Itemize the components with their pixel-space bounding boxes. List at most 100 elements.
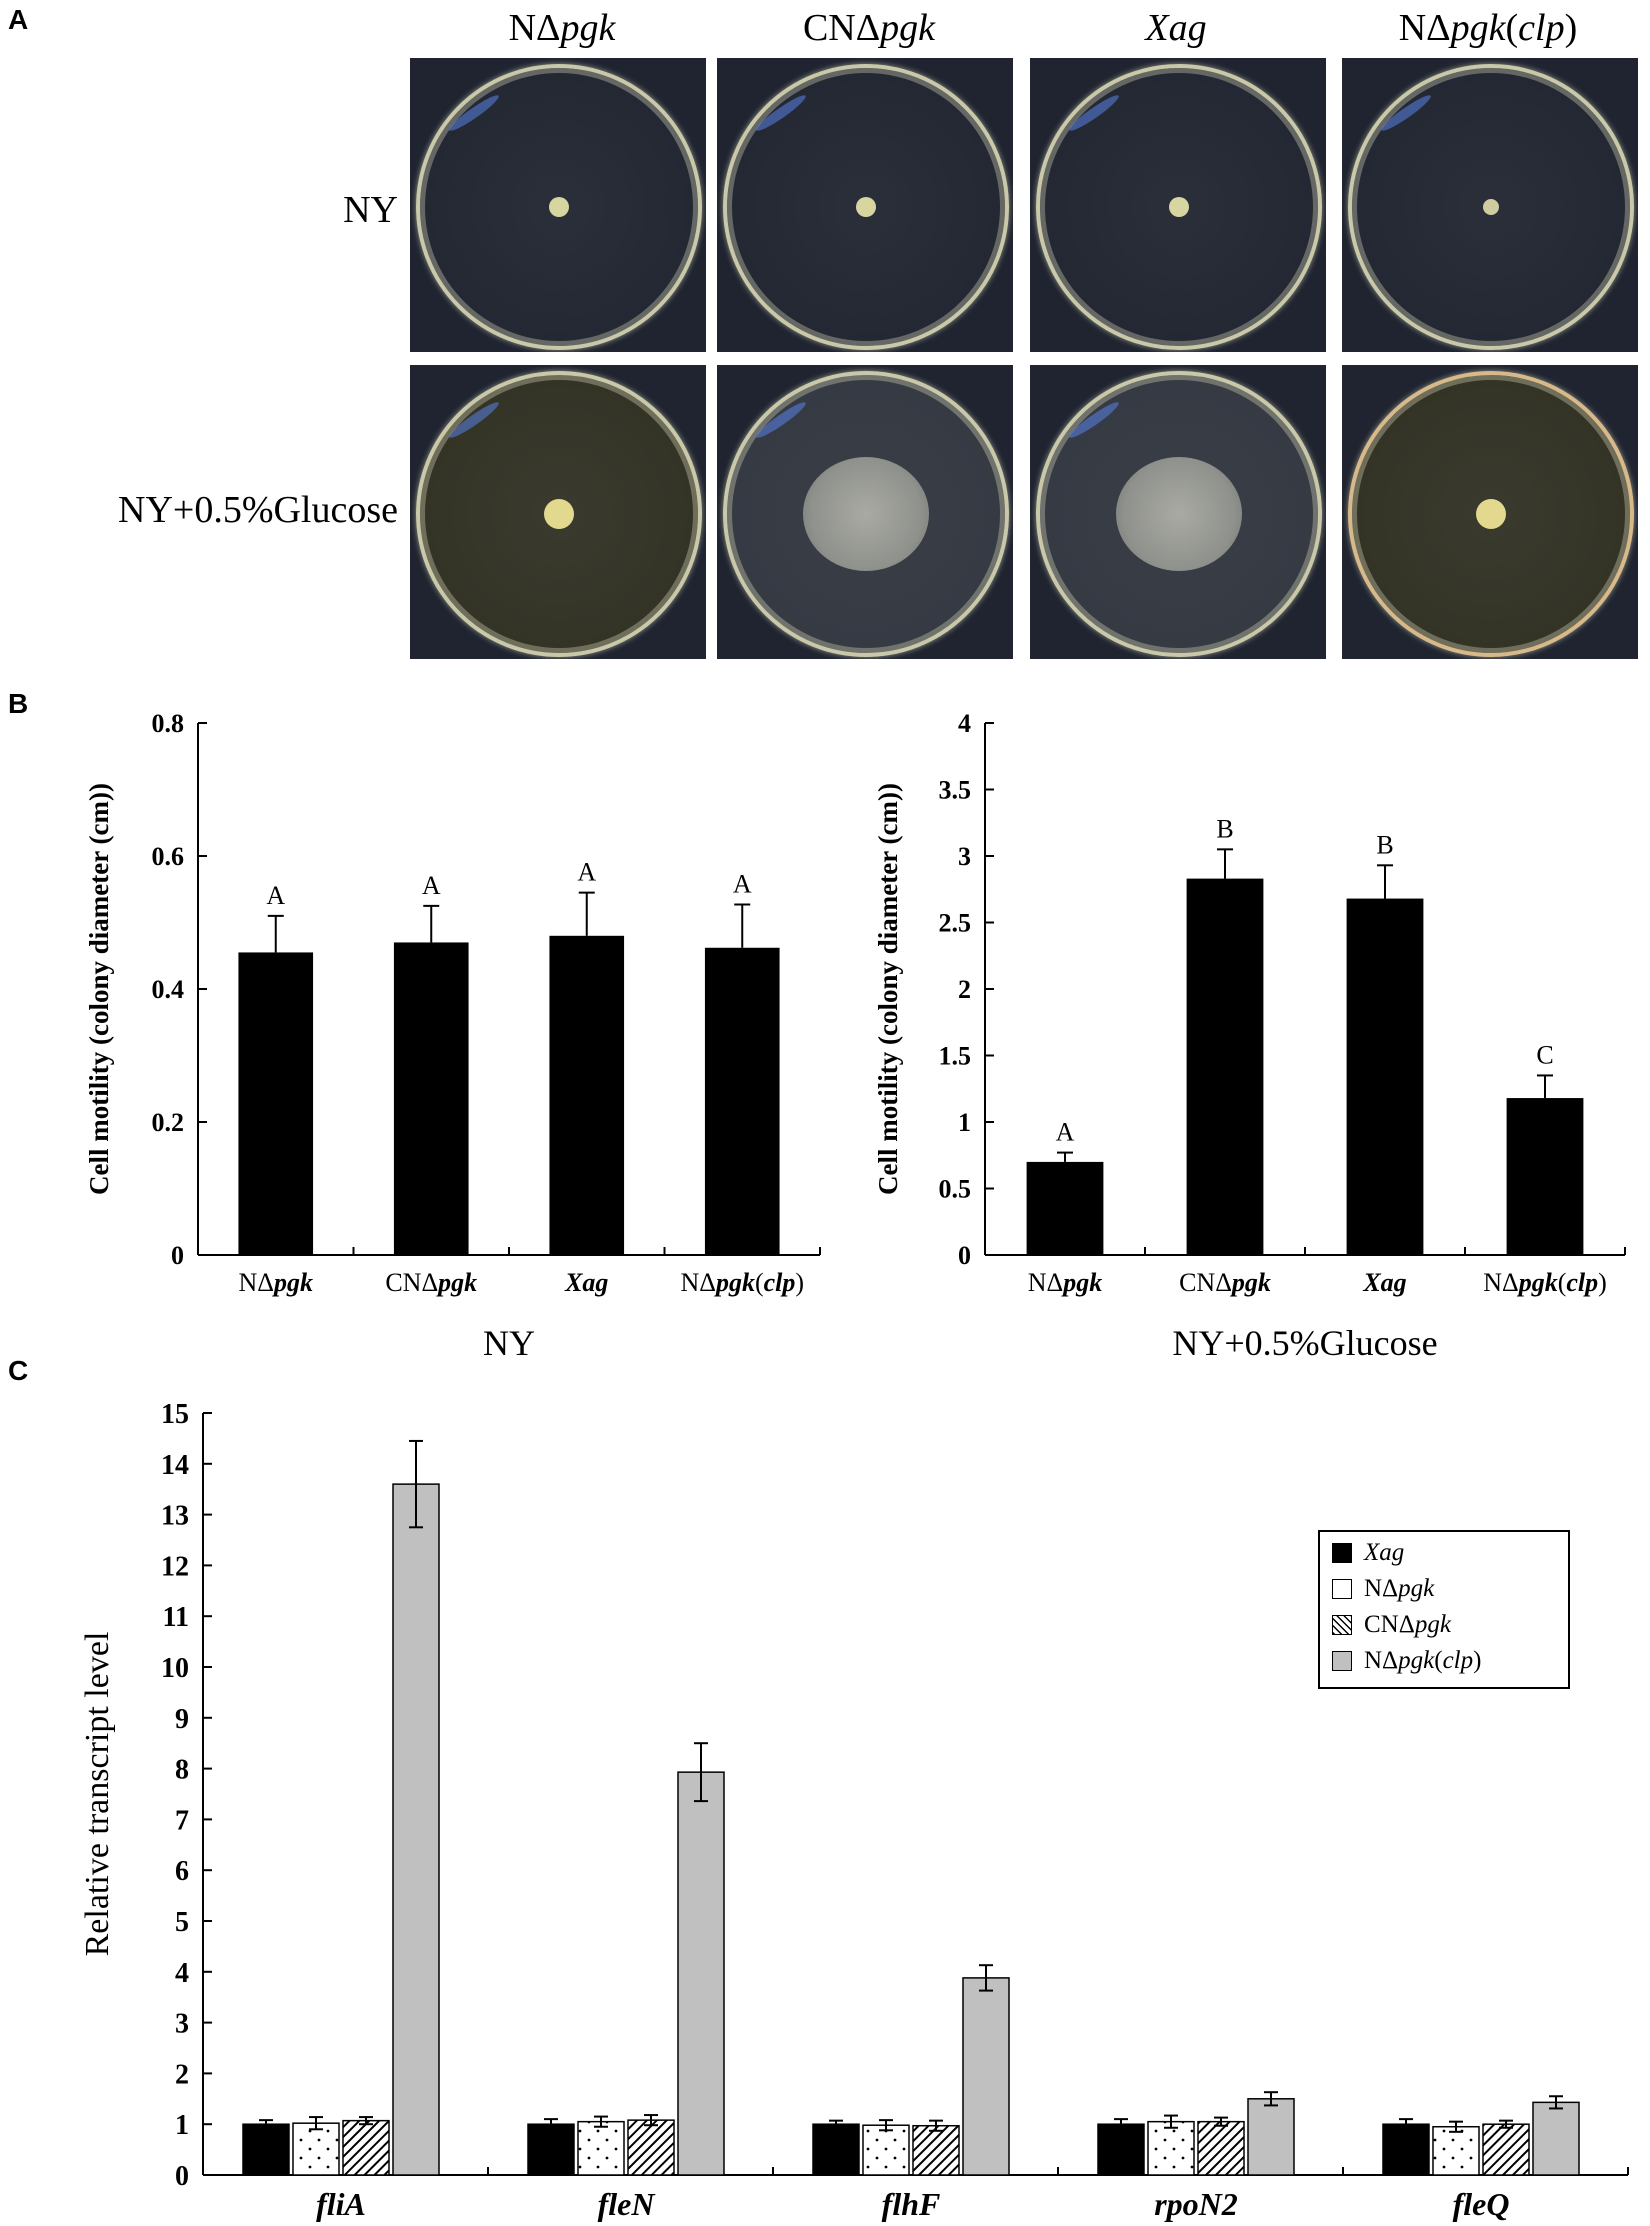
legend-item-xag: Xag: [1332, 1538, 1404, 1568]
bar: [1186, 878, 1264, 1255]
colony: [1116, 457, 1242, 571]
significance-letter: C: [1536, 1040, 1553, 1069]
bar: [1532, 2101, 1580, 2176]
legend-swatch: [1332, 1543, 1352, 1563]
y-tick-label: 0: [958, 1241, 971, 1270]
legend-item-npgk: NΔ pgk: [1332, 1574, 1434, 1604]
row-label-ny: NY: [343, 189, 398, 231]
x-tick-label: rpoN2: [1154, 2186, 1238, 2222]
y-tick-label: 2.5: [939, 909, 972, 938]
colony: [549, 197, 569, 217]
legend-swatch: [1332, 1615, 1352, 1635]
y-tick-label: 8: [175, 1755, 189, 1786]
significance-letter: B: [1216, 814, 1233, 843]
y-tick-label: 3: [958, 842, 971, 871]
plate-glucose-cnpgk: [717, 365, 1013, 659]
column-header-xag: Xag: [1145, 7, 1207, 49]
y-axis-label: Relative transcript level: [79, 1632, 116, 1957]
y-tick-label: 4: [958, 709, 971, 738]
bar: [393, 942, 469, 1255]
x-tick-label: fleQ: [1453, 2186, 1510, 2222]
significance-letter: A: [1056, 1118, 1075, 1147]
y-tick-label: 14: [161, 1450, 189, 1481]
y-tick-label: 3.5: [939, 776, 972, 805]
x-tick-label: CNΔpgk: [385, 1268, 477, 1297]
x-tick-label: fliA: [316, 2186, 366, 2222]
y-tick-label: 1: [958, 1108, 971, 1137]
plate-ny-cnpgk: [717, 58, 1013, 352]
y-tick-label: 0.6: [152, 842, 185, 871]
panel-c-letter: C: [8, 1355, 29, 1386]
legend-item-npgk-clp: NΔ pgk(clp): [1332, 1646, 1481, 1676]
bar: [912, 2124, 960, 2176]
bar: [577, 2120, 625, 2176]
x-axis-title: NY+0.5%Glucose: [1172, 1323, 1437, 1363]
panel-a-letter: A: [8, 4, 29, 35]
bar: [862, 2124, 910, 2176]
plate-glucose-xag: [1030, 365, 1326, 659]
y-tick-label: 4: [175, 1958, 189, 1989]
chart-legend: Xag NΔ pgk CNΔ pgk NΔ pgk(clp): [1318, 1530, 1570, 1689]
y-axis-label: Cell motility (colony diameter (cm)): [84, 783, 114, 1195]
colony: [544, 499, 574, 529]
y-tick-label: 15: [161, 1399, 189, 1430]
significance-letter: B: [1376, 830, 1393, 859]
y-tick-label: 7: [175, 1805, 189, 1836]
plate-ny-npgk: [410, 58, 706, 352]
column-header-npgk: NΔpgk: [508, 7, 616, 49]
x-tick-label: Xag: [1362, 1268, 1406, 1297]
bar: [549, 935, 625, 1255]
significance-letter: A: [733, 870, 752, 899]
y-tick-label: 2: [958, 975, 971, 1004]
bar: [1382, 2123, 1430, 2176]
bar: [527, 2123, 575, 2176]
y-tick-label: 10: [161, 1653, 189, 1684]
plate-glucose-npgk: [410, 365, 706, 659]
bar: [1432, 2125, 1480, 2176]
legend-swatch: [1332, 1579, 1352, 1599]
significance-letter: A: [266, 881, 285, 910]
y-tick-label: 0: [171, 1241, 184, 1270]
y-tick-label: 1.5: [939, 1042, 972, 1071]
bar: [704, 947, 780, 1255]
x-tick-label: flhF: [882, 2186, 941, 2222]
x-tick-label: NΔpgk: [239, 1268, 314, 1297]
colony: [1483, 199, 1499, 215]
bar: [292, 2122, 340, 2176]
y-tick-label: 13: [161, 1501, 189, 1532]
legend-item-cnpgk: CNΔ pgk: [1332, 1610, 1451, 1640]
y-axis-label: Cell motility (colony diameter (cm)): [873, 783, 903, 1195]
x-axis-title: NY: [483, 1323, 535, 1363]
y-tick-label: 9: [175, 1704, 189, 1735]
bar: [1147, 2120, 1195, 2176]
bar: [1482, 2123, 1530, 2176]
plate-ny-xag: [1030, 58, 1326, 352]
plate-ny-npgk-clp: [1342, 58, 1638, 352]
y-tick-label: 12: [161, 1551, 189, 1582]
y-tick-label: 1: [175, 2110, 189, 2141]
bar: [342, 2119, 390, 2176]
y-tick-label: 5: [175, 1907, 189, 1938]
x-tick-label: NΔpgk: [1028, 1268, 1103, 1297]
y-tick-label: 2: [175, 2059, 189, 2090]
significance-letter: A: [577, 858, 596, 887]
y-tick-label: 0.8: [152, 709, 185, 738]
chart-motility-glucose: 0 0.5 1 1.5 2 2.5 3 3.5 4 A NΔpgk B CNΔpgk B Xag C NΔpgk…: [873, 709, 1626, 1363]
bar: [392, 1483, 440, 2176]
legend-swatch: [1332, 1651, 1352, 1671]
bar: [1346, 898, 1424, 1255]
plate-glucose-npgk-clp: [1342, 365, 1638, 659]
y-tick-label: 0.4: [152, 975, 185, 1004]
significance-letter: A: [422, 871, 441, 900]
bar: [1197, 2120, 1245, 2176]
bar: [1097, 2123, 1145, 2176]
x-tick-label: Xag: [564, 1268, 608, 1297]
y-tick-label: 11: [163, 1602, 189, 1633]
y-tick-label: 6: [175, 1856, 189, 1887]
x-tick-label: fleN: [598, 2186, 657, 2222]
y-tick-label: 0.5: [939, 1175, 972, 1204]
bar: [1247, 2098, 1295, 2176]
panel-b-letter: B: [8, 688, 29, 719]
bar: [1026, 1161, 1104, 1255]
